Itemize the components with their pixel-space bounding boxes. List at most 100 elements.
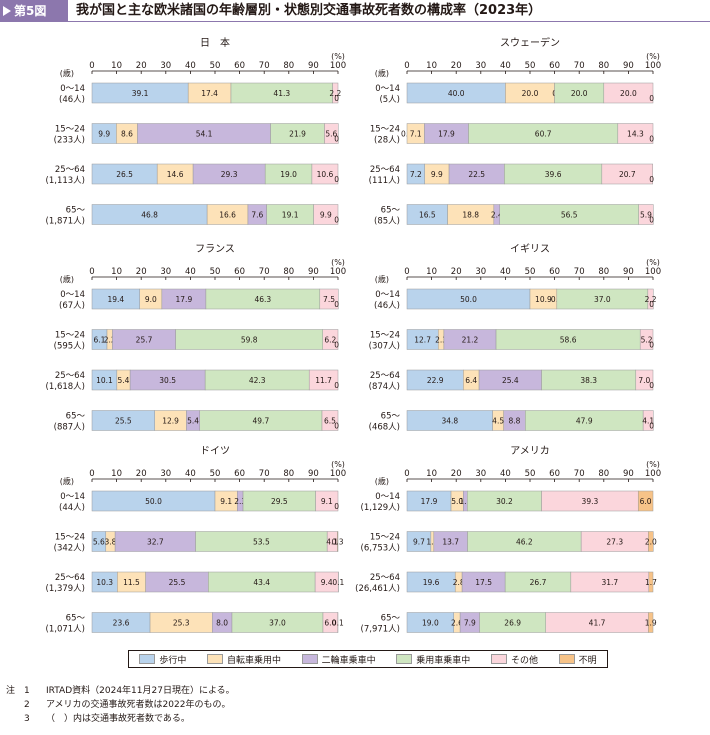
figure-header: 第5図 我が国と主な欧米諸国の年齢層別・状態別交通事故死者数の構成率（2023年… <box>0 0 710 24</box>
data-label: 6.2 <box>324 336 336 345</box>
x-tick-label: 60 <box>549 469 560 479</box>
figure-title: 我が国と主な欧米諸国の年齢層別・状態別交通事故死者数の構成率（2023年） <box>76 3 542 18</box>
data-label: 46.3 <box>254 295 271 304</box>
category-label: 65～ <box>66 206 86 216</box>
data-label: 41.7 <box>589 619 606 628</box>
data-label: 11.7 <box>315 376 332 385</box>
data-label: 54.1 <box>196 130 213 139</box>
note-row: 注 1 IRTAD資料（2024年11月27日現在）による。 <box>6 684 235 698</box>
legend-label: 乗用車乗車中 <box>416 655 471 666</box>
data-label: 19.1 <box>282 211 299 220</box>
data-label: 22.5 <box>468 170 485 179</box>
data-label: 50.0 <box>460 295 477 304</box>
x-tick-label: 30 <box>160 267 171 277</box>
x-tick-label: 20 <box>451 469 462 479</box>
bar-segment <box>648 612 654 633</box>
legend-label: その他 <box>510 655 538 666</box>
data-label: 0 <box>334 94 339 103</box>
legend-item-walking: 歩行中 <box>139 653 186 666</box>
data-label: 49.7 <box>253 417 270 426</box>
y-axis-label: (歳) <box>375 476 389 486</box>
bar-segment <box>332 82 339 104</box>
category-label: 25～64 <box>55 371 85 381</box>
figure-number: 第5図 <box>0 0 68 22</box>
x-tick-label: 30 <box>160 469 171 479</box>
data-label: 5.9 <box>640 211 652 220</box>
x-tick-label: 70 <box>574 61 585 71</box>
axis-unit-label: (%) <box>331 258 345 267</box>
bar-segment <box>308 369 339 391</box>
data-label: 0.1 <box>332 578 344 587</box>
data-label: 12.7 <box>414 336 431 345</box>
category-label: 25～64 <box>370 165 400 175</box>
data-label: 26.9 <box>504 619 521 628</box>
legend-label: 二輪車乗車中 <box>321 655 376 666</box>
data-label: 17.9 <box>176 295 193 304</box>
y-axis-label: (歳) <box>60 68 74 78</box>
note-number: 2 <box>24 700 30 710</box>
data-label: 39.6 <box>545 170 562 179</box>
data-label: 0 <box>334 422 339 431</box>
data-label: 2.2 <box>104 336 116 345</box>
data-label: 5.6 <box>325 130 337 139</box>
category-count-label: (1,113人) <box>46 176 85 186</box>
x-tick-label: 90 <box>308 469 319 479</box>
note-text: IRTAD資料（2024年11月27日現在）による。 <box>46 686 235 696</box>
category-label: 0～14 <box>375 84 400 94</box>
category-label: 25～64 <box>370 371 400 381</box>
category-count-label: (7,971人) <box>361 625 400 635</box>
data-label: 9.1 <box>220 497 232 506</box>
data-label: 34.8 <box>441 417 458 426</box>
category-count-label: (233人) <box>54 136 85 146</box>
data-label: 30.5 <box>159 376 176 385</box>
x-tick-label: 20 <box>136 61 147 71</box>
legend-label: 不明 <box>578 655 597 666</box>
bar-segment <box>337 531 339 552</box>
data-label: 8.8 <box>509 417 521 426</box>
category-count-label: (5人) <box>379 95 400 105</box>
category-count-label: (595人) <box>54 342 85 352</box>
x-tick-label: 50 <box>525 61 536 71</box>
data-label: 50.0 <box>145 497 162 506</box>
category-count-label: (111人) <box>369 176 400 186</box>
data-label: 39.3 <box>582 497 599 506</box>
x-tick-label: 90 <box>623 267 634 277</box>
x-tick-label: 40 <box>185 469 196 479</box>
data-label: 14.3 <box>627 130 644 139</box>
bar-segment <box>322 329 339 350</box>
data-label: 5.4 <box>187 417 199 426</box>
legend-item-car: 乗用車乗車中 <box>396 653 470 666</box>
data-label: 0 <box>649 94 654 103</box>
x-tick-label: 80 <box>598 61 609 71</box>
data-label: 9.1 <box>321 497 333 506</box>
bar-segment <box>648 571 654 593</box>
legend-swatch <box>490 654 507 664</box>
data-label: 56.5 <box>561 211 578 220</box>
category-label: 15～24 <box>370 331 400 341</box>
data-label: 9.0 <box>145 295 157 304</box>
note-text: アメリカの交通事故死者数は2022年のもの。 <box>46 700 231 710</box>
category-label: 15～24 <box>370 125 400 135</box>
bar-segment <box>639 329 654 350</box>
data-label: 30.2 <box>496 497 513 506</box>
data-label: 19.0 <box>280 170 297 179</box>
data-label: 2.4 <box>491 211 503 220</box>
data-label: 7.6 <box>251 211 263 220</box>
legend-swatch <box>139 654 156 664</box>
bar-segment <box>617 123 654 144</box>
data-label: 6.4 <box>465 376 477 385</box>
data-label: 40.0 <box>448 89 465 98</box>
data-label: 41.3 <box>273 89 290 98</box>
data-label: 7.9 <box>464 619 476 628</box>
data-label: 5.4 <box>118 376 130 385</box>
category-count-label: (468人) <box>369 423 400 433</box>
x-tick-label: 70 <box>574 267 585 277</box>
x-tick-label: 80 <box>283 61 294 71</box>
x-tick-label: 80 <box>598 267 609 277</box>
bar-segment <box>324 123 339 144</box>
data-label: 0 <box>334 135 339 144</box>
x-tick-label: 10 <box>111 267 122 277</box>
notes: 注 1 IRTAD資料（2024年11月27日現在）による。 2 アメリカの交通… <box>6 684 235 726</box>
data-label: 0 <box>649 175 654 184</box>
y-axis-label: (歳) <box>60 476 74 486</box>
